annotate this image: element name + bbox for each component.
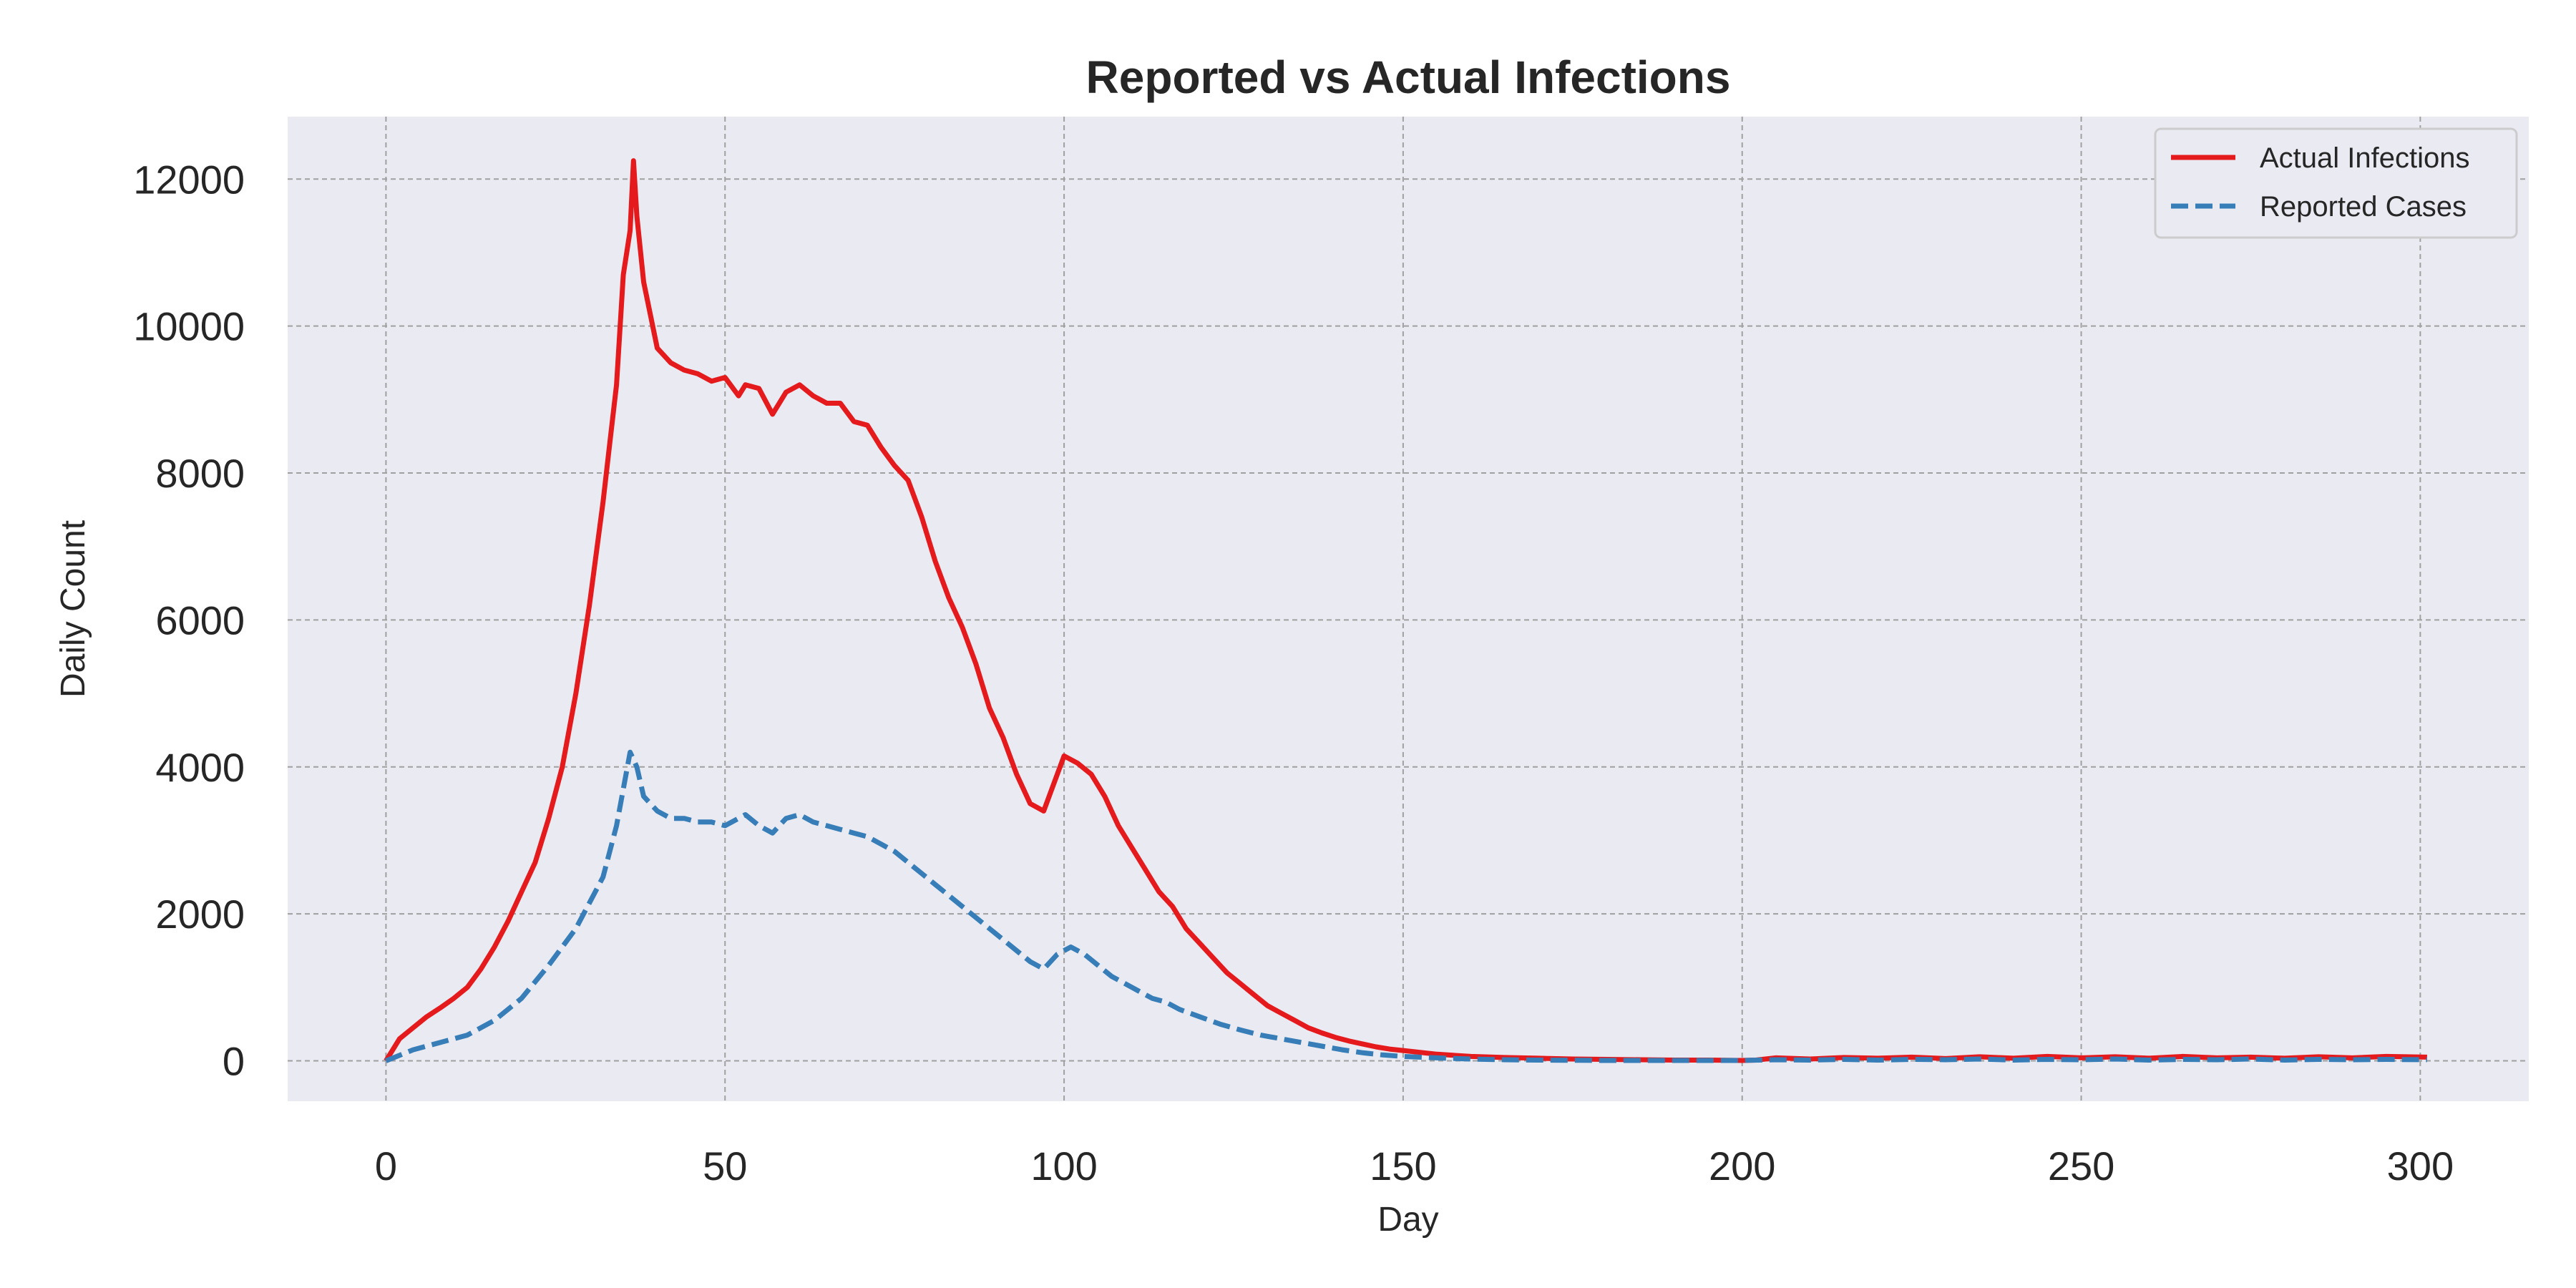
y-tick-label: 4000	[155, 745, 245, 790]
y-tick-label: 2000	[155, 892, 245, 937]
x-tick-label: 300	[2387, 1143, 2454, 1189]
x-tick-label: 250	[2048, 1143, 2114, 1189]
y-tick-label: 12000	[133, 157, 245, 202]
y-axis-label: Daily Count	[54, 520, 92, 698]
plot-area	[288, 117, 2529, 1101]
legend-label-actual-infections: Actual Infections	[2260, 142, 2470, 174]
legend: Actual Infections Reported Cases	[2154, 127, 2518, 239]
x-tick-label: 0	[375, 1143, 397, 1189]
y-tick-label: 0	[223, 1039, 245, 1084]
series-line-actual-infections	[384, 158, 2427, 1063]
x-axis-label: Day	[1377, 1201, 1438, 1239]
series-lines	[384, 158, 2427, 1063]
legend-box	[2154, 127, 2518, 239]
x-tick-label: 150	[1370, 1143, 1436, 1189]
series-line-reported-cases	[385, 749, 2427, 1063]
legend-label-reported-cases: Reported Cases	[2260, 191, 2467, 223]
y-tick-label: 10000	[133, 304, 245, 349]
tick-labels: 0 50 100 150 200 250 300 0 2000 4000 6000 8000 10000…	[133, 157, 2454, 1189]
x-tick-label: 100	[1030, 1143, 1097, 1189]
x-tick-label: 50	[703, 1143, 747, 1189]
grid-lines	[288, 117, 2529, 1101]
x-tick-label: 200	[1709, 1143, 1775, 1189]
y-tick-label: 6000	[155, 597, 245, 643]
chart-title: Reported vs Actual Infections	[1086, 52, 1731, 103]
y-tick-label: 8000	[155, 451, 245, 496]
